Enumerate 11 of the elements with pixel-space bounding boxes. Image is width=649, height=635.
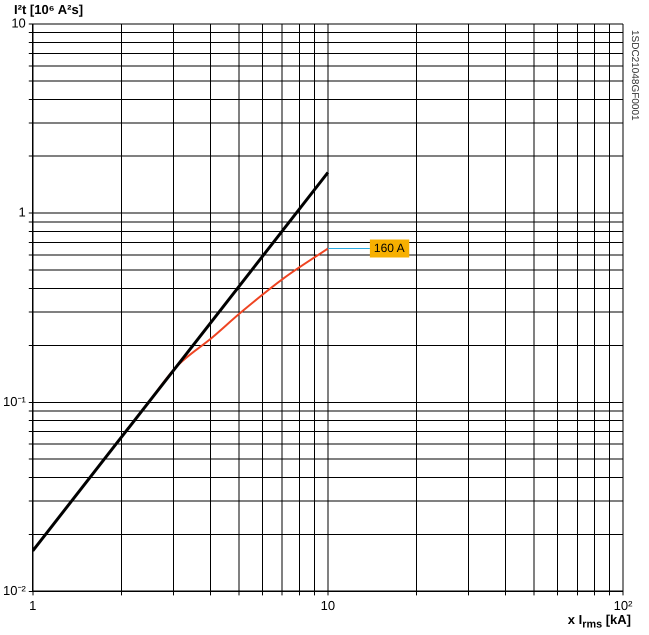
x-axis-title: x I$_{rms}$ [kA] (568, 612, 631, 631)
annotation: 160 A (374, 240, 405, 255)
y-axis-title: I²t [10⁶ A²s] (14, 2, 84, 17)
y-tick-label: 10 (11, 16, 26, 31)
x-tick-label: 10² (614, 598, 634, 613)
y-tick-label: 10⁻² (2, 582, 26, 598)
x-tick-label: 1 (29, 598, 36, 613)
y-tick-label: 1 (18, 204, 26, 220)
x-tick-label: 10 (320, 598, 336, 613)
y-tick-label: 10⁻¹ (2, 394, 26, 409)
text: 1SDC21048GF0001 (629, 30, 640, 121)
